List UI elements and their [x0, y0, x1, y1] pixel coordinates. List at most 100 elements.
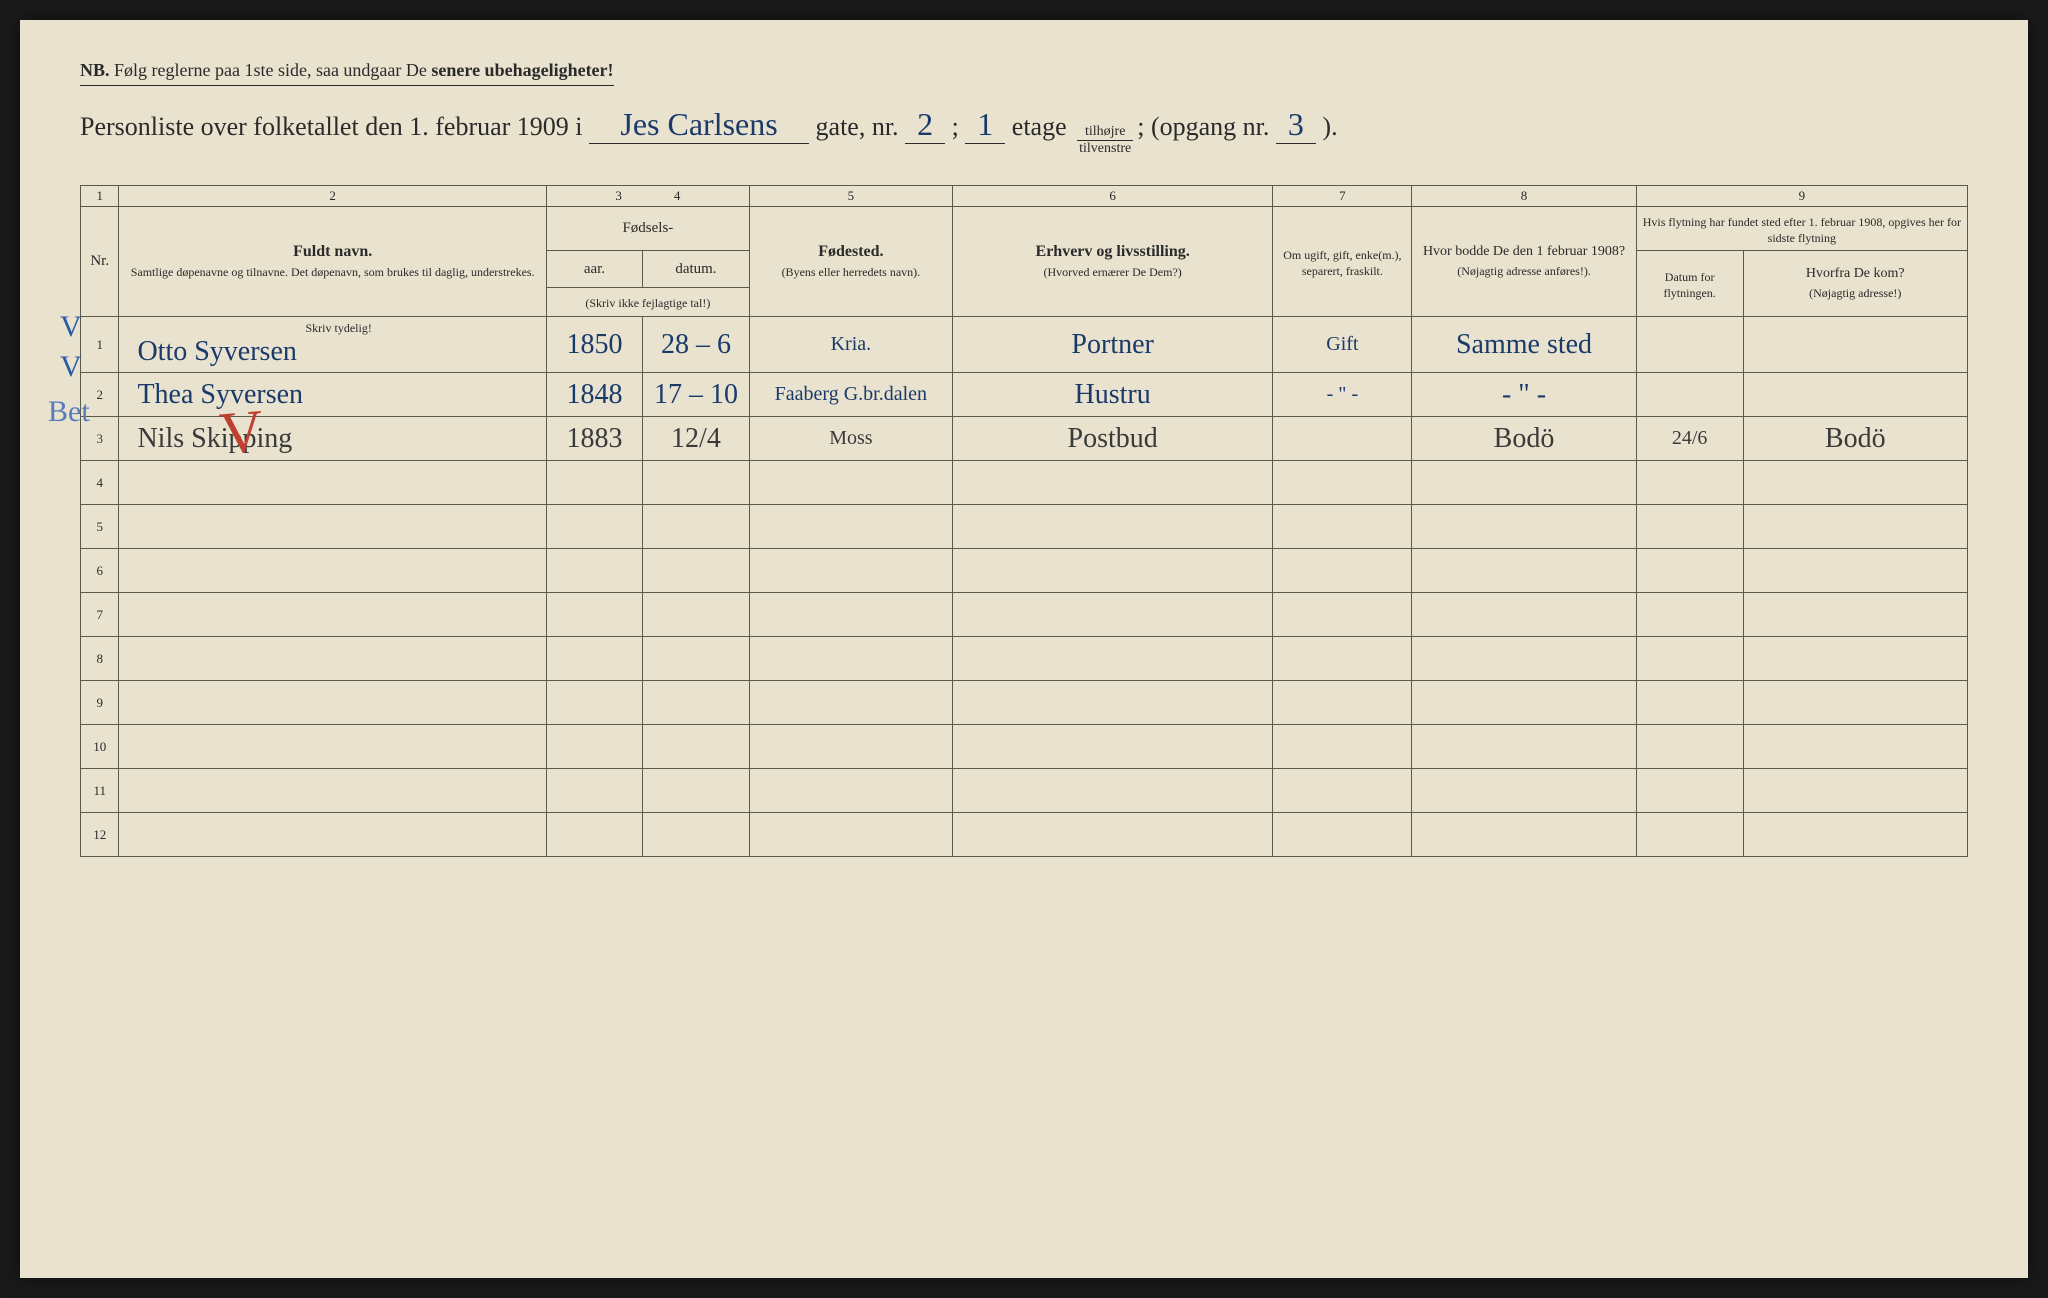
cell-name [119, 813, 546, 857]
cell-name [119, 769, 546, 813]
cell-fodested [749, 681, 952, 725]
colnum-8: 8 [1412, 186, 1636, 207]
cell-datum [643, 593, 750, 637]
cell-datum [643, 637, 750, 681]
cell-flyt-dat [1636, 725, 1743, 769]
cell-fodested [749, 461, 952, 505]
row-number: 4 [81, 461, 119, 505]
cell-erhverv: Portner [952, 317, 1273, 373]
cell-datum [643, 681, 750, 725]
cell-1908: - " - [1412, 373, 1636, 417]
cell-name [119, 505, 546, 549]
cell-flyt-fra [1743, 505, 1967, 549]
cell-datum [643, 769, 750, 813]
cell-ugift [1273, 769, 1412, 813]
colnum-6: 6 [952, 186, 1273, 207]
opgang-nr: 3 [1276, 106, 1316, 144]
cell-datum: 17 – 10 [643, 373, 750, 417]
cell-aar: 1850 [546, 317, 642, 373]
cell-aar [546, 769, 642, 813]
cell-flyt-fra [1743, 461, 1967, 505]
cell-flyt-fra [1743, 681, 1967, 725]
col-1908: Hvor bodde De den 1 februar 1908? (Nøjag… [1412, 207, 1636, 317]
title-opgang: ; (opgang nr. [1137, 112, 1276, 142]
cell-ugift [1273, 505, 1412, 549]
frac-top: tilhøjre [1077, 124, 1133, 141]
row-number: 1 [81, 317, 119, 373]
cell-ugift [1273, 549, 1412, 593]
table-row: 5 [81, 505, 1968, 549]
cell-flyt-fra [1743, 317, 1967, 373]
col-1908-main: Hvor bodde De den 1 februar 1908? [1423, 244, 1625, 259]
cell-1908 [1412, 725, 1636, 769]
cell-aar [546, 505, 642, 549]
colnum-3-4: 3 4 [546, 186, 749, 207]
table-row: 11 [81, 769, 1968, 813]
cell-flyt-fra [1743, 725, 1967, 769]
cell-aar [546, 637, 642, 681]
col-flyt-hvorfra-main: Hvorfra De kom? [1806, 266, 1905, 281]
table-row: 12 [81, 813, 1968, 857]
col-flytning-text: Hvis flytning har fundet sted efter 1. f… [1643, 215, 1961, 246]
cell-aar: 1848 [546, 373, 642, 417]
cell-1908 [1412, 769, 1636, 813]
frac-bot: tilvenstre [1077, 141, 1133, 157]
cell-name [119, 681, 546, 725]
cell-aar: 1883 [546, 417, 642, 461]
cell-flyt-fra [1743, 769, 1967, 813]
cell-aar [546, 813, 642, 857]
margin-mark-3: Bet [48, 395, 90, 429]
cell-1908 [1412, 461, 1636, 505]
cell-ugift [1273, 637, 1412, 681]
row-number: 8 [81, 637, 119, 681]
cell-datum [643, 725, 750, 769]
cell-fodested [749, 637, 952, 681]
cell-datum: 12/4 [643, 417, 750, 461]
census-table: 1 2 3 4 5 6 7 8 9 Nr. Fuldt navn. Samtli… [80, 185, 1968, 857]
cell-fodested [749, 549, 952, 593]
etage-nr: 1 [965, 106, 1005, 144]
cell-flyt-dat [1636, 681, 1743, 725]
nb-prefix: NB. [80, 60, 110, 80]
cell-1908 [1412, 593, 1636, 637]
colnum-1: 1 [81, 186, 119, 207]
table-row: 10 [81, 725, 1968, 769]
title-semi: ; [945, 112, 965, 142]
col-name-sub: Samtlige døpenavne og tilnavne. Det døpe… [125, 265, 539, 281]
table-row: 8 [81, 637, 1968, 681]
col-nr: Nr. [81, 207, 119, 317]
cell-1908 [1412, 505, 1636, 549]
cell-flyt-fra [1743, 593, 1967, 637]
cell-flyt-dat [1636, 317, 1743, 373]
title-etage: etage [1005, 112, 1073, 142]
column-numbers-row: 1 2 3 4 5 6 7 8 9 [81, 186, 1968, 207]
cell-name [119, 593, 546, 637]
col-fodested: Fødested. (Byens eller herredets navn). [749, 207, 952, 317]
col-fodested-main: Fødested. [818, 243, 883, 260]
cell-erhverv [952, 813, 1273, 857]
cell-ugift [1273, 813, 1412, 857]
cell-ugift [1273, 725, 1412, 769]
cell-erhverv: Hustru [952, 373, 1273, 417]
title-line: Personliste over folketallet den 1. febr… [80, 106, 1968, 157]
cell-flyt-fra [1743, 549, 1967, 593]
cell-flyt-fra: Bodö [1743, 417, 1967, 461]
row-number: 6 [81, 549, 119, 593]
cell-erhverv [952, 593, 1273, 637]
col-ugift-text: Om ugift, gift, enke(m.), separert, fras… [1279, 248, 1405, 279]
row-number: 7 [81, 593, 119, 637]
table-row: 2Thea Syversen184817 – 10Faaberg G.br.da… [81, 373, 1968, 417]
cell-fodested [749, 505, 952, 549]
cell-erhverv: Postbud [952, 417, 1273, 461]
cell-aar [546, 549, 642, 593]
cell-flyt-fra [1743, 373, 1967, 417]
col-flyt-hvorfra-sub: (Nøjagtig adresse!) [1750, 286, 1961, 302]
table-row: 1Skriv tydelig!Otto Syversen185028 – 6Kr… [81, 317, 1968, 373]
cell-fodested [749, 813, 952, 857]
table-row: 3Nils Skipping188312/4MossPostbudBodö24/… [81, 417, 1968, 461]
cell-erhverv [952, 461, 1273, 505]
cell-fodested [749, 725, 952, 769]
colnum-2: 2 [119, 186, 546, 207]
col-name: Fuldt navn. Samtlige døpenavne og tilnav… [119, 207, 546, 317]
col-erhverv-main: Erhverv og livsstilling. [1036, 243, 1190, 260]
